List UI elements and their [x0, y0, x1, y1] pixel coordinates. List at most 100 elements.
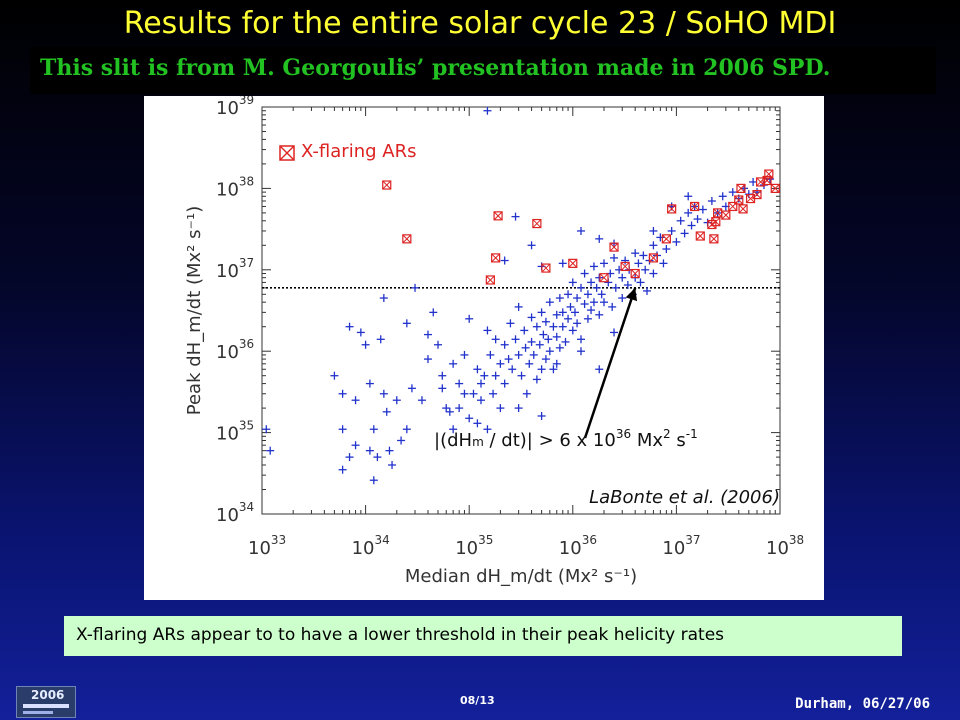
data-point-plus [589, 298, 598, 307]
data-point-x-flaring [764, 169, 774, 179]
data-point-plus [639, 251, 648, 260]
data-point-x-flaring [709, 234, 719, 244]
credit-banner: This slit is from M. Georgoulis’ present… [30, 47, 936, 94]
data-point-plus [473, 365, 482, 374]
logo-bar-secondary [23, 711, 53, 714]
data-point-plus [438, 384, 447, 393]
data-point-plus [558, 322, 567, 331]
data-point-plus [558, 308, 567, 317]
data-point-plus [262, 425, 271, 434]
data-point-plus [618, 273, 627, 282]
citation-label: LaBonte et al. (2006) [589, 487, 780, 508]
data-point-plus [469, 389, 478, 398]
data-point-x-flaring [630, 268, 640, 279]
data-point-plus [489, 389, 498, 398]
data-point-plus [608, 302, 617, 311]
data-point-plus [541, 355, 550, 364]
data-point-x-flaring [736, 183, 746, 194]
data-point-plus [365, 446, 374, 455]
data-point-x-flaring [648, 253, 659, 263]
data-point-plus [506, 319, 515, 328]
data-point-plus [592, 283, 601, 292]
data-point-plus [477, 396, 486, 405]
data-point-x-flaring [690, 201, 700, 212]
data-point-plus [595, 365, 604, 374]
data-point-plus [649, 241, 658, 250]
data-point-x-flaring [541, 263, 551, 273]
data-point-x-flaring [568, 258, 578, 268]
data-point-x-flaring [620, 261, 630, 272]
data-point-plus [599, 298, 608, 307]
data-point-plus [568, 278, 577, 287]
data-point-plus [483, 106, 492, 115]
data-point-plus [636, 278, 645, 287]
data-point-plus [552, 332, 561, 341]
slide-title: Results for the entire solar cycle 23 / … [123, 6, 837, 41]
data-point-plus [587, 306, 596, 315]
data-point-plus [480, 371, 489, 380]
data-point-plus [465, 414, 474, 423]
data-point-plus [373, 453, 382, 462]
annotation-arrow-shaft [583, 287, 637, 439]
data-point-plus [537, 411, 546, 420]
data-point-plus [522, 389, 531, 398]
data-point-plus [382, 407, 391, 416]
data-point-plus [491, 335, 500, 344]
data-point-plus [623, 281, 632, 290]
data-point-plus [351, 396, 360, 405]
summary-text-box: X-flaring ARs appear to to have a lower … [64, 616, 902, 656]
data-point-plus [707, 197, 716, 206]
data-point-plus [577, 335, 586, 344]
data-point-x-flaring [402, 234, 412, 244]
data-point-plus [580, 269, 589, 278]
data-point-plus [552, 359, 561, 368]
data-point-plus [573, 294, 582, 303]
legend-marker-icon [279, 145, 295, 161]
data-point-plus [527, 313, 536, 322]
data-point-plus [438, 371, 447, 380]
x-tick-label: 1034 [352, 533, 390, 559]
data-point-plus [402, 319, 411, 328]
data-point-plus [577, 226, 586, 235]
data-point-x-flaring [734, 195, 744, 205]
logo-year: 2006 [31, 688, 65, 702]
data-point-plus [508, 365, 517, 374]
data-point-plus [477, 379, 486, 388]
data-point-plus [388, 460, 397, 469]
legend: X-flaring ARs [279, 141, 416, 162]
data-point-plus [500, 379, 509, 388]
y-tick-label: 1035 [216, 419, 254, 445]
data-point-plus [473, 419, 482, 428]
legend-label: X-flaring ARs [301, 141, 416, 162]
data-point-plus [564, 290, 573, 299]
data-point-plus [460, 350, 469, 359]
y-tick-label: 1034 [216, 500, 254, 526]
data-point-x-flaring [711, 217, 721, 227]
data-point-plus [684, 208, 693, 217]
data-point-plus [718, 192, 727, 201]
data-point-plus [634, 259, 643, 268]
data-point-plus [698, 205, 707, 214]
data-point-plus [397, 436, 406, 445]
data-point-plus [511, 212, 520, 221]
data-point-plus [583, 290, 592, 299]
data-point-plus [641, 265, 650, 274]
data-point-x-flaring [599, 273, 609, 283]
data-point-plus [369, 425, 378, 434]
data-point-x-flaring [721, 210, 731, 220]
data-point-plus [659, 259, 668, 268]
y-tick-label: 1036 [216, 337, 254, 363]
data-point-plus [539, 330, 548, 339]
data-point-plus [595, 273, 604, 282]
data-point-plus [618, 294, 627, 303]
data-point-plus [687, 221, 696, 230]
data-point-plus [545, 298, 554, 307]
data-point-plus [445, 407, 454, 416]
data-point-plus [532, 322, 541, 331]
data-point-plus [589, 262, 598, 271]
data-point-plus [338, 425, 347, 434]
scatter-chart: 1033 1034 1035 1036 1037 1038 1034 1035 1036 1037… [184, 96, 804, 587]
data-point-plus [649, 226, 658, 235]
data-point-plus [611, 283, 620, 292]
data-point-plus [356, 328, 365, 337]
